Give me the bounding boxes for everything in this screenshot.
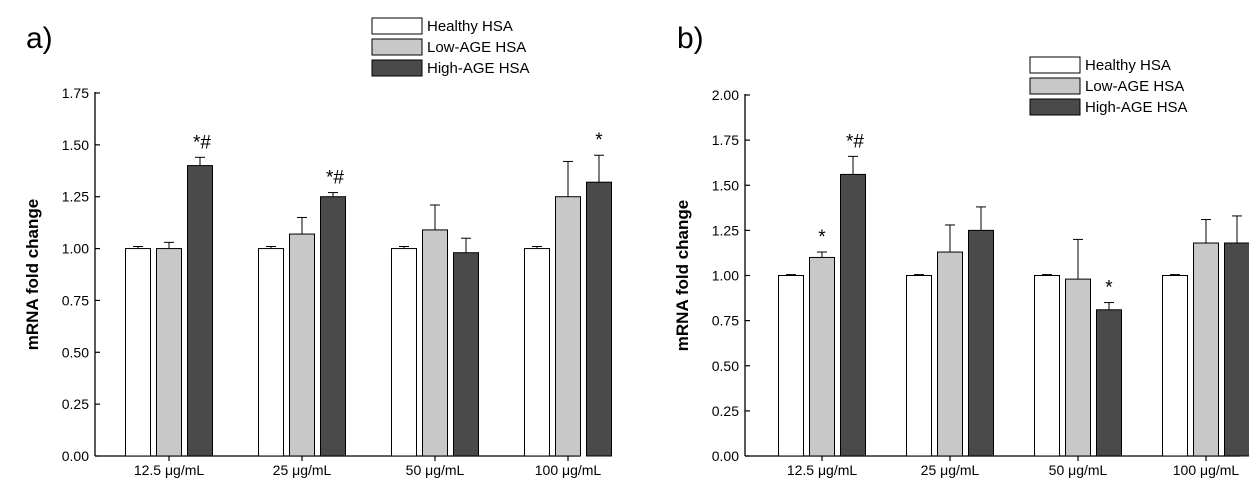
chart-panel-b: b) mRNA fold change 0.00 0.25 0.50 0.75 1.00 1.… (673, 22, 1249, 478)
y-axis-label: mRNA fold change (673, 200, 692, 351)
y-tick-label: 1.75 (712, 132, 739, 148)
bar (906, 275, 932, 457)
significance-label: * (818, 227, 826, 248)
y-tick-label: 2.00 (712, 87, 739, 103)
x-tick-label: 50 μg/mL (406, 462, 465, 478)
bar (778, 275, 804, 457)
bar (809, 256, 835, 457)
legend-label: Healthy HSA (427, 18, 513, 35)
x-tick-label: 25 μg/mL (921, 462, 980, 478)
bar (422, 229, 448, 457)
bar (937, 251, 963, 457)
legend-swatch (371, 59, 423, 77)
bar (453, 252, 479, 457)
y-tick-label: 1.75 (62, 85, 89, 101)
y-tick-label: 1.25 (712, 222, 739, 238)
legend-label: High-AGE HSA (427, 60, 530, 77)
bar (187, 165, 213, 457)
legend-label: Low-AGE HSA (1085, 78, 1184, 95)
y-tick-label: 0.75 (712, 313, 739, 329)
legend-swatch (371, 17, 423, 35)
significance-label: *# (326, 168, 344, 189)
y-tick-label: 0.50 (712, 358, 739, 374)
legend-label: High-AGE HSA (1085, 99, 1188, 116)
y-tick-label: 1.25 (62, 189, 89, 205)
bar (125, 248, 151, 457)
y-tick-label: 0.00 (62, 448, 89, 464)
y-tick-label: 1.00 (712, 268, 739, 284)
significance-label: * (1105, 278, 1113, 299)
chart-panel-a: a) mRNA fold change 0.00 0.25 0.50 0.75 1.00 1.… (23, 17, 612, 478)
y-axis-label: mRNA fold change (23, 199, 42, 350)
x-tick-label: 12.5 μg/mL (787, 462, 858, 478)
legend-swatch (371, 38, 423, 56)
y-tick-label: 0.00 (712, 448, 739, 464)
bar (391, 248, 417, 457)
bar (586, 181, 612, 457)
bar (1034, 275, 1060, 457)
x-tick-label: 100 μg/mL (535, 462, 602, 478)
y-tick-label: 1.00 (62, 241, 89, 257)
bar (156, 248, 182, 457)
y-tick-label: 0.25 (62, 396, 89, 412)
bar (1224, 242, 1249, 457)
legend-swatch (1029, 98, 1081, 116)
x-tick-label: 100 μg/mL (1173, 462, 1240, 478)
significance-label: * (595, 130, 603, 151)
bar (524, 248, 550, 457)
significance-label: *# (846, 131, 864, 152)
x-tick-label: 50 μg/mL (1049, 462, 1108, 478)
legend-label: Low-AGE HSA (427, 39, 526, 56)
bar (1193, 242, 1219, 457)
y-tick-label: 0.25 (712, 403, 739, 419)
legend: Healthy HSA Low-AGE HSA High-AGE HSA (371, 17, 530, 77)
y-tick-label: 0.75 (62, 292, 89, 308)
y-tick-label: 1.50 (712, 177, 739, 193)
panel-label: a) (26, 22, 53, 55)
bar (1065, 278, 1091, 457)
bar (258, 248, 284, 457)
bar (1162, 275, 1188, 457)
legend-swatch (1029, 77, 1081, 95)
y-tick-label: 1.50 (62, 137, 89, 153)
legend-label: Healthy HSA (1085, 57, 1171, 74)
bar (289, 233, 315, 457)
y-tick-label: 0.50 (62, 344, 89, 360)
significance-label: *# (193, 132, 211, 153)
bar (1096, 309, 1122, 457)
legend: Healthy HSA Low-AGE HSA High-AGE HSA (1029, 56, 1188, 116)
legend-swatch (1029, 56, 1081, 74)
bar (555, 196, 581, 457)
bar (320, 196, 346, 457)
bar (968, 229, 994, 457)
x-tick-label: 25 μg/mL (273, 462, 332, 478)
x-tick-label: 12.5 μg/mL (134, 462, 205, 478)
bar (840, 173, 866, 457)
panel-label: b) (677, 22, 704, 55)
